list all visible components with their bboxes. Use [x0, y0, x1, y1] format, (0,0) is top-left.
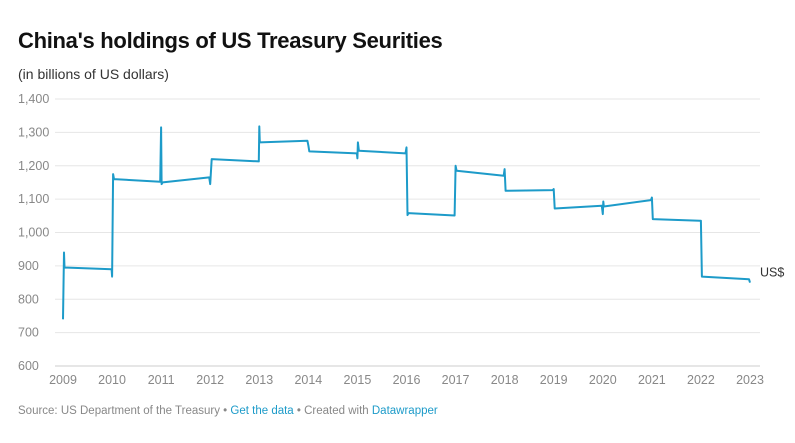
y-tick-label: 1,300 [18, 125, 49, 139]
x-tick-label: 2012 [196, 373, 224, 387]
created-text: • Created with [293, 405, 372, 417]
y-tick-label: 1,100 [18, 192, 49, 206]
x-tick-label: 2013 [245, 373, 273, 387]
y-tick-label: 700 [18, 326, 39, 340]
x-tick-label: 2020 [589, 373, 617, 387]
x-tick-label: 2017 [442, 373, 470, 387]
get-data-link[interactable]: Get the data [230, 405, 294, 417]
x-tick-label: 2014 [294, 373, 322, 387]
y-tick-label: 1,400 [18, 92, 49, 106]
series-line [62, 125, 751, 320]
x-tick-label: 2010 [98, 373, 126, 387]
x-tick-label: 2011 [148, 373, 175, 387]
x-tick-label: 2009 [49, 373, 77, 387]
chart-subtitle: (in billions of US dollars) [18, 66, 169, 82]
footer: Source: US Department of the Treasury • … [18, 405, 438, 417]
x-tick-label: 2015 [344, 373, 372, 387]
y-tick-label: 800 [18, 292, 39, 306]
x-tick-label: 2016 [393, 373, 421, 387]
y-tick-label: 1,000 [18, 226, 49, 240]
x-tick-label: 2022 [687, 373, 715, 387]
y-tick-label: 900 [18, 259, 39, 273]
x-tick-label: 2021 [638, 373, 666, 387]
x-tick-label: 2023 [736, 373, 764, 387]
x-tick-label: 2019 [540, 373, 568, 387]
chart-title: China's holdings of US Treasury Seuritie… [18, 28, 443, 53]
x-tick-label: 2018 [491, 373, 519, 387]
y-tick-label: 1,200 [18, 159, 49, 173]
datawrapper-link[interactable]: Datawrapper [371, 405, 438, 417]
source-text: Source: US Department of the Treasury • [18, 405, 231, 417]
series-label: US$ [760, 266, 784, 280]
y-tick-label: 600 [18, 359, 39, 373]
